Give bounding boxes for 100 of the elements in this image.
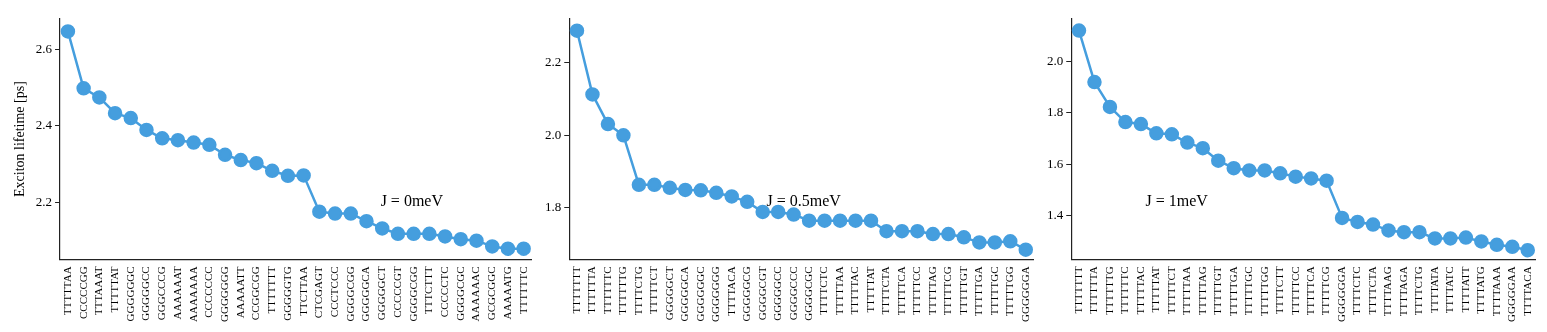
- x-tick-label: TTTTTAA: [60, 266, 73, 315]
- x-tick-label: TTTTTCT: [1164, 266, 1177, 315]
- point: [264, 163, 280, 179]
- x-tick-label: TTTTCTG: [1412, 266, 1425, 316]
- point: [1381, 223, 1396, 238]
- x-tick-label: TTTTTCA: [894, 266, 907, 316]
- point: [453, 231, 469, 247]
- x-tick-label: TTTTTAC: [848, 266, 861, 315]
- x-tick-label: TTTTATT: [1458, 266, 1471, 313]
- x-tick-label: TTTTTAG: [1195, 266, 1208, 315]
- x-tick-label: CTCGAGT: [312, 266, 325, 319]
- point: [1489, 237, 1505, 253]
- point: [662, 180, 678, 196]
- x-tick-label: CCGGCGG: [249, 266, 262, 321]
- x-tick-label: GGGGCGT: [755, 266, 768, 321]
- x-tick-label: GGGGGGA: [1018, 266, 1031, 322]
- point: [1071, 23, 1087, 38]
- x-tick-label: TTTTCTG: [631, 266, 644, 316]
- point: [1133, 116, 1149, 132]
- x-tick-label: TTTTCTA: [879, 266, 892, 315]
- point: [422, 226, 437, 242]
- x-tick-label: GGGGGGG: [709, 266, 722, 322]
- point: [1211, 153, 1226, 168]
- point: [1396, 224, 1412, 240]
- point: [910, 223, 925, 239]
- point: [678, 182, 693, 198]
- point: [832, 213, 848, 228]
- point: [170, 132, 186, 148]
- point: [92, 90, 107, 105]
- x-tick-label: AAAAAAT: [170, 266, 183, 320]
- x-tick-label: TTTTTAT: [107, 266, 120, 313]
- point: [987, 235, 1003, 250]
- point: [956, 230, 972, 245]
- point: [139, 122, 154, 138]
- x-tick-label: GGGGGTG: [280, 266, 293, 321]
- x-tick-label: TTTTATA: [1427, 266, 1440, 313]
- point: [1180, 135, 1195, 150]
- point: [343, 206, 359, 221]
- x-tick-label: TTTTAAG: [1381, 266, 1394, 317]
- y-tick-label: 2.2: [545, 54, 562, 70]
- x-tick-label: TTTTTAA: [1180, 266, 1193, 315]
- x-tick-label: AAAAAAC: [469, 266, 482, 322]
- point: [280, 168, 296, 184]
- x-tick-label: GGGGCCC: [786, 266, 799, 321]
- point: [879, 223, 894, 239]
- x-tick-label: TTTTTCC: [1288, 266, 1301, 315]
- x-tick-label: GGGGGGC: [123, 266, 136, 322]
- point: [1350, 214, 1365, 230]
- point: [359, 213, 374, 229]
- x-tick-label: GCGCGGC: [485, 266, 498, 321]
- x-tick-label: TTTTTCC: [910, 266, 923, 315]
- point: [1288, 169, 1303, 184]
- point: [1272, 166, 1288, 181]
- point: [186, 135, 201, 150]
- y-tick-label: 1.8: [545, 199, 562, 215]
- point: [1226, 160, 1241, 176]
- x-tick-label: TTTTTTC: [600, 266, 613, 315]
- y-tick-label: 1.8: [1047, 104, 1064, 120]
- x-tick-label: GGGGCGC: [802, 266, 814, 321]
- x-tick-label: TTTTCTC: [1350, 266, 1363, 315]
- y-tick-label: 1.6: [1047, 155, 1064, 171]
- x-tick-label: TTTTTTT: [1071, 266, 1084, 314]
- point: [516, 241, 531, 256]
- x-tick-label: TTTTATG: [1474, 266, 1487, 314]
- point: [76, 81, 91, 96]
- point: [1018, 242, 1034, 257]
- y-tick-label: 2.0: [545, 126, 562, 142]
- point: [484, 239, 500, 254]
- x-tick-label: TTTTTGG: [1257, 266, 1270, 316]
- point: [709, 185, 724, 201]
- x-tick-label: GGGGGGC: [693, 266, 706, 322]
- point: [817, 213, 832, 228]
- point: [1427, 231, 1443, 246]
- point: [1102, 99, 1118, 115]
- x-tick-label: TTTTTGG: [1003, 266, 1016, 316]
- x-tick-label: CCCCCGT: [390, 266, 403, 318]
- point: [202, 137, 217, 153]
- point: [469, 233, 484, 248]
- point: [60, 24, 76, 39]
- x-tick-label: TTTTAGA: [1396, 266, 1409, 317]
- x-tick-label: TTTTTCT: [647, 266, 660, 315]
- x-tick-label: GGGGGCC: [771, 266, 784, 321]
- x-tick-label: TTTTTTA: [1087, 266, 1100, 314]
- x-tick-label: TTTTTGA: [972, 266, 985, 316]
- point: [925, 226, 941, 242]
- point: [1520, 242, 1536, 258]
- point: [755, 204, 770, 220]
- x-tick-label: CCCTCCC: [327, 266, 340, 318]
- x-tick-label: TTTAAAT: [92, 266, 105, 315]
- point: [739, 194, 755, 210]
- point: [1365, 217, 1381, 232]
- x-tick-label: TTTTTAC: [1133, 266, 1146, 315]
- x-tick-label: CCCCCTC: [437, 266, 450, 318]
- x-tick-label: GGGGGGG: [217, 266, 230, 322]
- point: [1087, 74, 1102, 90]
- point: [693, 183, 709, 198]
- point: [801, 213, 817, 228]
- x-tick-label: CCCCCCC: [202, 266, 215, 318]
- point: [1241, 163, 1257, 178]
- annotation: J = 1meV: [1145, 191, 1209, 209]
